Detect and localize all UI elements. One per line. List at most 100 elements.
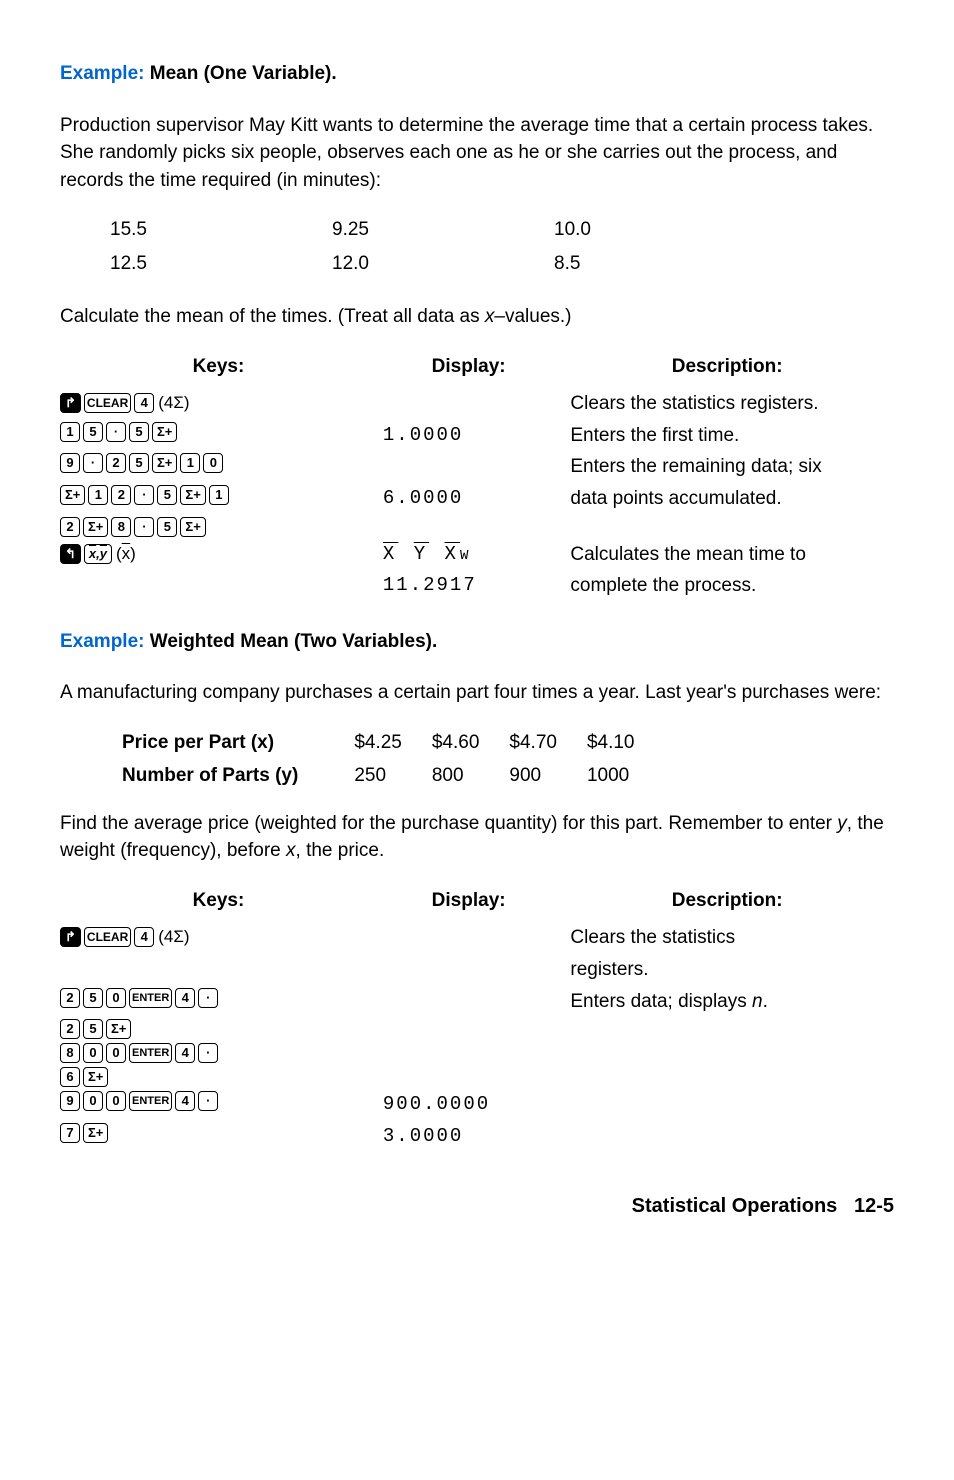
label-text: (4Σ) — [157, 924, 190, 950]
sigma-plus-key: Σ+ — [180, 485, 205, 505]
desc-cell: Enters data; displays n. — [560, 986, 894, 1018]
table-row: 900ENTER4· 900.0000 — [60, 1089, 894, 1121]
sigma-plus-key: Σ+ — [83, 1067, 108, 1087]
keys-cell: 250ENTER4· — [60, 986, 377, 1018]
table-row: 15.5 9.25 10.0 — [110, 214, 774, 246]
desc-cell — [560, 1089, 894, 1121]
one-key: 1 — [88, 485, 108, 505]
example2-instruction: Find the average price (weighted for the… — [60, 810, 894, 865]
keys-cell: 900ENTER4· — [60, 1089, 377, 1121]
col-keys: Keys: — [60, 349, 377, 389]
eight-key: 8 — [111, 517, 131, 537]
four-key: 4 — [175, 988, 195, 1008]
col-keys: Keys: — [60, 883, 377, 923]
zero-key: 0 — [83, 1091, 103, 1111]
five-key: 5 — [83, 1019, 103, 1039]
six-key: 6 — [60, 1067, 80, 1087]
price-cell: $4.10 — [573, 727, 649, 759]
zero-key: 0 — [106, 1043, 126, 1063]
table-row: 800ENTER4· — [60, 1041, 894, 1065]
desc-cell: data points accumulated. — [560, 483, 894, 515]
five-key: 5 — [129, 422, 149, 442]
instr-text: Find the average price (weighted for the… — [60, 813, 837, 834]
example1-data-table: 15.5 9.25 10.0 12.5 12.0 8.5 — [108, 212, 776, 281]
data-cell: 8.5 — [554, 248, 774, 280]
one-key: 1 — [209, 485, 229, 505]
price-cell: $4.70 — [495, 727, 571, 759]
enter-key: ENTER — [129, 988, 172, 1008]
keys-cell: 25Σ+ — [60, 1017, 377, 1041]
display-cell: 6.0000 — [377, 483, 560, 515]
zero-key: 0 — [83, 1043, 103, 1063]
caption-text: –values.) — [494, 306, 571, 327]
shift-right-icon: ↱ — [60, 393, 81, 413]
keys-cell: 2Σ+8·5Σ+ — [60, 515, 377, 539]
table-row: 11.2917 complete the process. — [60, 570, 894, 602]
enter-key: ENTER — [129, 1091, 172, 1111]
table-row: registers. — [60, 954, 894, 986]
price-table: Price per Part (x) $4.25 $4.60 $4.70 $4.… — [120, 725, 651, 794]
table-row: 2Σ+8·5Σ+ — [60, 515, 894, 539]
display-cell — [377, 388, 560, 420]
example1-heading: Example: Mean (One Variable). — [60, 60, 894, 88]
data-cell: 12.5 — [110, 248, 330, 280]
clear-key: CLEAR — [84, 393, 131, 413]
table-row: 250ENTER4· Enters data; displays n. — [60, 986, 894, 1018]
two-key: 2 — [60, 517, 80, 537]
zero-key: 0 — [106, 988, 126, 1008]
four-key: 4 — [134, 927, 154, 947]
data-cell: 10.0 — [554, 214, 774, 246]
instr-var: x — [286, 840, 296, 861]
table-row: Price per Part (x) $4.25 $4.60 $4.70 $4.… — [122, 727, 649, 759]
table-row: 12.5 12.0 8.5 — [110, 248, 774, 280]
desc-cell: registers. — [560, 954, 894, 986]
row-label: Price per Part (x) — [122, 727, 338, 759]
four-key: 4 — [175, 1091, 195, 1111]
desc-cell — [560, 1017, 894, 1041]
table-row: 25Σ+ — [60, 1017, 894, 1041]
label-text: (x) — [115, 541, 137, 567]
display-cell: 11.2917 — [377, 570, 560, 602]
display-cell — [377, 451, 560, 483]
five-key: 5 — [83, 988, 103, 1008]
example2-paragraph: A manufacturing company purchases a cert… — [60, 679, 894, 707]
table-row: 9·25Σ+10 Enters the remaining data; six — [60, 451, 894, 483]
sigma-plus-key: Σ+ — [152, 453, 177, 473]
table-header-row: Keys: Display: Description: — [60, 349, 894, 389]
instr-var: y — [837, 813, 847, 834]
col-display: Display: — [377, 883, 560, 923]
xbar-ybar-key: x,y — [84, 544, 112, 564]
example2-title: Weighted Mean (Two Variables). — [144, 631, 437, 652]
table-row: Σ+12·5Σ+1 6.0000 data points accumulated… — [60, 483, 894, 515]
count-cell: 1000 — [573, 760, 649, 792]
five-key: 5 — [83, 422, 103, 442]
keys-cell: 800ENTER4· — [60, 1041, 377, 1065]
page-footer: Statistical Operations 12-5 — [60, 1192, 894, 1221]
keys-cell: ↰x,y (x) — [60, 539, 377, 571]
desc-cell: Enters the first time. — [560, 420, 894, 452]
col-description: Description: — [560, 883, 894, 923]
count-cell: 250 — [340, 760, 416, 792]
shift-right-icon: ↱ — [60, 927, 81, 947]
two-key: 2 — [60, 1019, 80, 1039]
col-display: Display: — [377, 349, 560, 389]
display-cell — [377, 515, 560, 539]
example1-label: Example: — [60, 63, 144, 84]
table-row: 6Σ+ — [60, 1065, 894, 1089]
decimal-key: · — [198, 1091, 218, 1111]
desc-cell — [560, 1121, 894, 1153]
example2-heading: Example: Weighted Mean (Two Variables). — [60, 628, 894, 656]
two-key: 2 — [60, 988, 80, 1008]
zero-key: 0 — [203, 453, 223, 473]
footer-page: 12-5 — [854, 1195, 894, 1217]
display-cell — [377, 954, 560, 986]
nine-key: 9 — [60, 1091, 80, 1111]
decimal-key: · — [198, 1043, 218, 1063]
sigma-plus-key: Σ+ — [83, 517, 108, 537]
table-row: ↱CLEAR4 (4Σ) Clears the statistics regis… — [60, 388, 894, 420]
count-cell: 800 — [418, 760, 494, 792]
desc-cell: Clears the statistics registers. — [560, 388, 894, 420]
example2-steps-table: Keys: Display: Description: ↱CLEAR4 (4Σ)… — [60, 883, 894, 1152]
price-cell: $4.60 — [418, 727, 494, 759]
caption-text: Calculate the mean of the times. (Treat … — [60, 306, 485, 327]
